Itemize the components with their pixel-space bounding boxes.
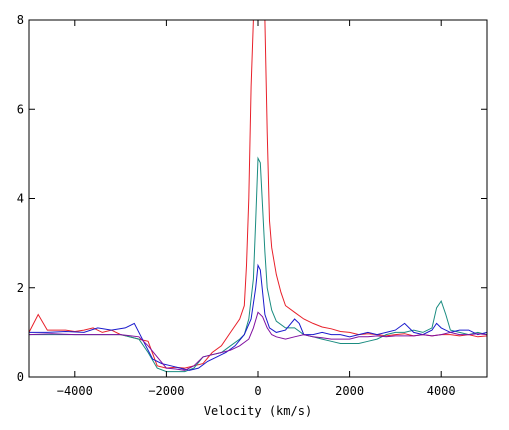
y-tick-label: 8 [17,13,24,27]
y-tick-label: 0 [17,370,24,384]
x-tick-label: 4000 [427,384,456,398]
series-line-2 [29,156,487,373]
x-tick-label: −2000 [148,384,184,398]
series-line-4 [29,311,487,371]
series-lines [29,20,487,373]
x-tick-label: −4000 [57,384,93,398]
axis-ticks [29,19,487,378]
x-tick-label: 0 [254,384,261,398]
plot-frame [28,19,488,378]
x-tick-label: 2000 [335,384,364,398]
series-line-3 [29,263,487,371]
series-line-1 [29,20,487,369]
y-tick-label: 4 [17,192,24,206]
y-tick-label: 2 [17,281,24,295]
y-tick-label: 6 [17,102,24,116]
x-axis-label: Velocity (km/s) [204,404,312,418]
axis-tick-labels: −4000 −2000 0 2000 4000 0 2 4 6 8 [17,13,456,398]
